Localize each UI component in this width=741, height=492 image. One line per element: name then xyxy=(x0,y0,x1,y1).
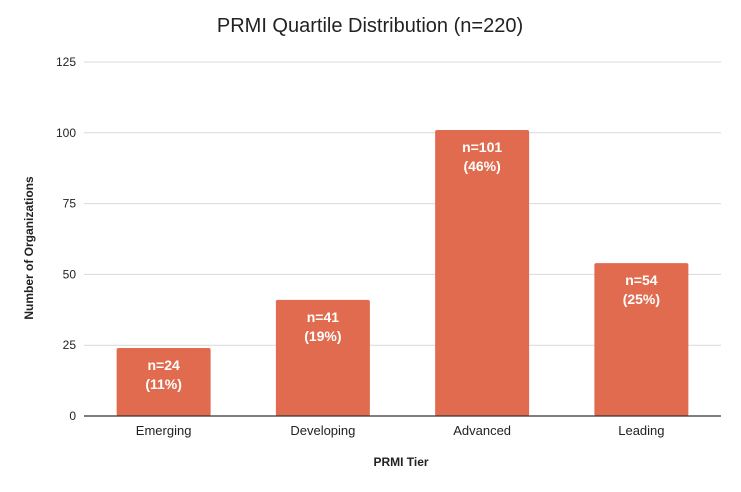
bar-leading xyxy=(594,263,689,416)
data-label: n=54 xyxy=(625,272,658,288)
y-tick-label: 100 xyxy=(56,126,76,140)
x-axis-ticks: Emerging Developing Advanced Leading xyxy=(136,423,665,438)
bar-emerging xyxy=(116,348,211,416)
data-label: n=41 xyxy=(307,309,340,325)
bars xyxy=(116,129,689,416)
data-labels: n=24 (11%) n=41 (19%) n=101 (46%) n=54 (25%) xyxy=(145,139,660,392)
data-label: n=24 xyxy=(147,357,180,373)
data-label: n=101 xyxy=(462,139,502,155)
y-tick-label: 75 xyxy=(63,197,77,211)
bar-advanced xyxy=(435,129,530,416)
data-label: (11%) xyxy=(145,376,182,392)
y-tick-label: 50 xyxy=(63,267,77,281)
data-label: (25%) xyxy=(623,291,660,307)
y-tick-label: 125 xyxy=(56,55,76,69)
x-tick-label: Emerging xyxy=(136,423,192,438)
data-label: (19%) xyxy=(304,328,341,344)
bar-developing xyxy=(275,299,370,416)
y-axis-label: Number of Organizations xyxy=(22,176,36,320)
x-tick-label: Leading xyxy=(618,423,664,438)
x-axis-label: PRMI Tier xyxy=(373,455,428,469)
data-label: (46%) xyxy=(463,158,500,174)
y-axis-ticks: 0 25 50 75 100 125 xyxy=(56,55,76,423)
x-tick-label: Developing xyxy=(290,423,355,438)
chart-title: PRMI Quartile Distribution (n=220) xyxy=(217,15,523,37)
y-tick-label: 0 xyxy=(69,409,76,423)
y-tick-label: 25 xyxy=(63,338,77,352)
x-tick-label: Advanced xyxy=(453,423,511,438)
